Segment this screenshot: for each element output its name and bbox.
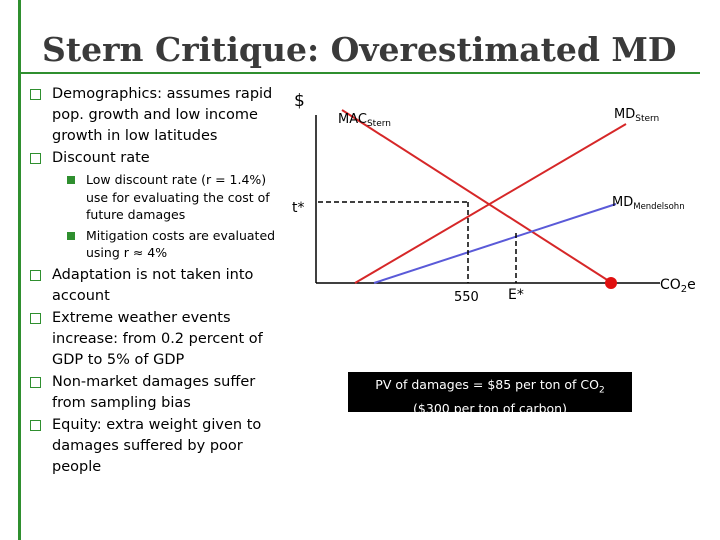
t-star-label: t* — [292, 200, 305, 216]
md-mendelsohn-label-main: MD — [612, 195, 633, 210]
md-stern-curve — [354, 123, 627, 284]
bullet-discount-rate: Discount rate — [30, 148, 292, 169]
x-axis-label-main: CO — [660, 277, 681, 293]
sub-bullet-marker-icon — [67, 176, 75, 184]
mac-stern-curve — [341, 109, 613, 284]
bullet-list: Demographics: assumes rapid pop. growth … — [30, 84, 292, 479]
bullet-text: Equity: extra weight given to damages su… — [52, 416, 262, 475]
pv-line-1-text: PV of damages = $85 per ton of CO — [375, 377, 599, 392]
sub-bullet-text: Mitigation costs are evaluated using r ≈… — [86, 227, 276, 261]
x-tick-e-star: E* — [508, 287, 524, 303]
md-mendelsohn-label: MDMendelsohn — [612, 195, 685, 212]
pv-line-1: PV of damages = $85 per ton of CO2 — [348, 376, 632, 400]
pv-line-2: ($300 per ton of carbon) — [413, 400, 567, 416]
x-axis-label: CO2e — [660, 277, 696, 295]
sub-bullet-mitigation: Mitigation costs are evaluated using r ≈… — [30, 227, 292, 262]
bullet-marker-icon — [30, 153, 41, 164]
mac-stern-label: MACStern — [338, 112, 391, 129]
md-stern-label: MDStern — [614, 107, 659, 124]
bullet-marker-icon — [30, 376, 41, 388]
bullet-text: Adaptation is not taken into account — [52, 266, 254, 304]
y-axis-label: $ — [294, 91, 305, 111]
mac-label-main: MAC — [338, 112, 367, 127]
bullet-text: Non-market damages suffer from sampling … — [52, 373, 256, 411]
x-tick-550: 550 — [454, 290, 479, 305]
slide-title: Stern Critique: Overestimated MD — [42, 30, 677, 69]
bullet-marker-icon — [30, 269, 41, 281]
sub-bullet-low-discount: Low discount rate (r = 1.4%) use for eva… — [30, 171, 292, 224]
bullet-marker-icon — [30, 312, 41, 324]
title-divider — [20, 72, 700, 74]
md-mendelsohn-label-sub: Mendelsohn — [633, 202, 684, 212]
bullet-equity: Equity: extra weight given to damages su… — [30, 415, 292, 478]
mac-label-sub: Stern — [367, 119, 391, 129]
pv-line-1-sub: 2 — [598, 385, 605, 396]
x-axis-label-tail: e — [687, 277, 696, 293]
md-stern-label-sub: Stern — [635, 114, 659, 124]
bullet-text: Discount rate — [52, 150, 150, 166]
bullet-text: Demographics: assumes rapid pop. growth … — [52, 86, 273, 144]
bullet-marker-icon — [30, 89, 41, 100]
left-accent-bar — [18, 0, 21, 540]
sub-bullet-text: Low discount rate (r = 1.4%) use for eva… — [86, 172, 270, 222]
bullet-non-market: Non-market damages suffer from sampling … — [30, 372, 292, 414]
sub-bullet-marker-icon — [67, 231, 75, 240]
bullet-marker-icon — [30, 419, 41, 431]
bullet-extreme-weather: Extreme weather events increase: from 0.… — [30, 308, 292, 371]
bullet-demographics: Demographics: assumes rapid pop. growth … — [30, 84, 292, 147]
md-mendelsohn-curve — [373, 203, 617, 284]
x-axis-label-sub: 2 — [681, 284, 687, 295]
intersection-dot — [605, 277, 617, 289]
bullet-text: Extreme weather events increase: from 0.… — [52, 309, 263, 368]
bullet-adaptation: Adaptation is not taken into account — [30, 265, 292, 307]
md-stern-label-main: MD — [614, 107, 635, 122]
pv-damages-box: PV of damages = $85 per ton of CO2 ($300… — [348, 372, 632, 416]
